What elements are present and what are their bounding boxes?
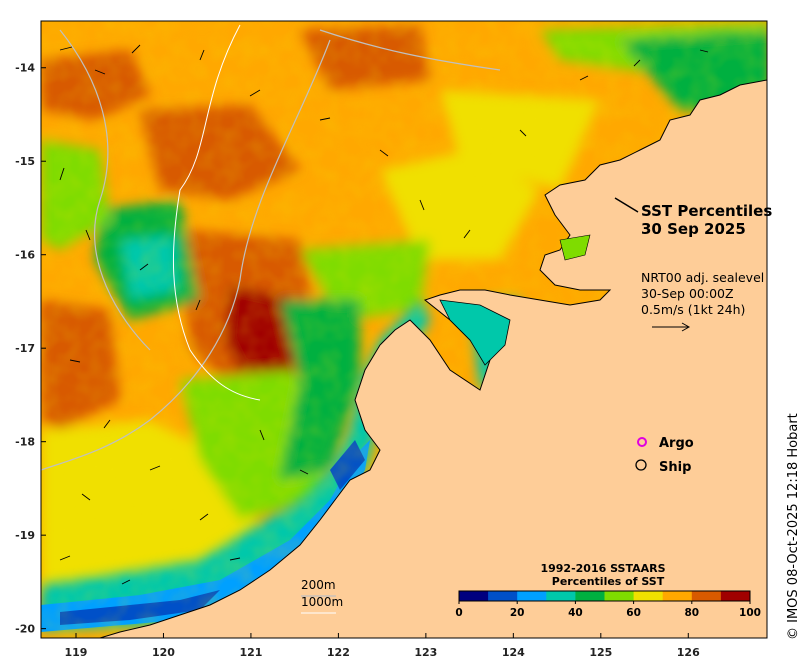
colorbar-segment — [488, 591, 518, 601]
x-tick-label: 124 — [502, 646, 525, 659]
colorbar-segment — [459, 591, 489, 601]
x-tick-label: 126 — [677, 646, 700, 659]
colorbar-tick-label: 20 — [510, 607, 525, 619]
ship-marker-icon — [635, 459, 647, 471]
y-tick-label: -15 — [15, 155, 35, 168]
current-scale-label: 0.5m/s (1kt 24h) — [641, 302, 745, 317]
y-tick-label: -17 — [15, 342, 35, 355]
x-tick-label: 121 — [239, 646, 262, 659]
depth-1000m-label: 1000m — [301, 595, 343, 609]
current-source-label: NRT00 adj. sealevel — [641, 270, 764, 285]
title-pointer — [614, 197, 639, 213]
colorbar-title-line2: Percentiles of SST — [552, 575, 665, 588]
colorbar-frame — [458, 590, 751, 602]
ship-legend-label: Ship — [659, 460, 691, 475]
x-tick-label: 120 — [152, 646, 175, 659]
sst-field — [41, 21, 767, 638]
australian-coastline — [99, 79, 767, 638]
map-title-line2: 30 Sep 2025 — [641, 220, 746, 238]
colorbar-segment — [691, 591, 722, 601]
current-vectors — [59, 44, 709, 585]
colorbar-segment — [546, 591, 576, 601]
y-tick-label: -19 — [15, 529, 35, 542]
colorbar-tick-label: 40 — [568, 607, 583, 619]
argo-marker-icon — [637, 437, 647, 447]
y-axis: -14 -15 -16 -17 -18 -19 -20 — [15, 62, 46, 636]
x-tick-label: 123 — [414, 646, 437, 659]
x-tick-label: 119 — [65, 646, 88, 659]
colorbar-segment — [720, 591, 751, 601]
colorbar-tick-label: 0 — [455, 607, 462, 619]
colorbar-tick-label: 80 — [684, 607, 699, 619]
x-tick-label: 122 — [327, 646, 350, 659]
x-tick-label: 125 — [589, 646, 612, 659]
y-tick-label: -14 — [15, 62, 35, 75]
map-title-line1: SST Percentiles — [641, 202, 772, 220]
scale-arrow-icon — [652, 322, 691, 332]
sst-percentile-colorbar: 0 20 40 60 80 100 — [455, 590, 761, 619]
y-tick-label: -20 — [15, 623, 35, 636]
current-time-label: 30-Sep 00:00Z — [641, 286, 734, 301]
colorbar-segment — [604, 591, 635, 601]
y-tick-label: -18 — [15, 436, 35, 449]
imos-credit: © IMOS 08-Oct-2025 12:18 Hobart — [786, 413, 801, 640]
depth-200m-label: 200m — [301, 578, 336, 592]
colorbar-title-line1: 1992-2016 SSTAARS — [540, 562, 665, 575]
colorbar-segment — [517, 591, 547, 601]
colorbar-segment — [662, 591, 693, 601]
colorbar-segment — [575, 591, 605, 601]
plot-frame — [40, 20, 768, 639]
argo-legend-label: Argo — [659, 436, 694, 451]
colorbar-tick-label: 100 — [739, 607, 761, 619]
y-tick-label: -16 — [15, 249, 35, 262]
colorbar-tick-label: 60 — [626, 607, 641, 619]
x-axis: 119 120 121 122 123 124 125 126 — [65, 633, 700, 659]
colorbar-segment — [633, 591, 664, 601]
